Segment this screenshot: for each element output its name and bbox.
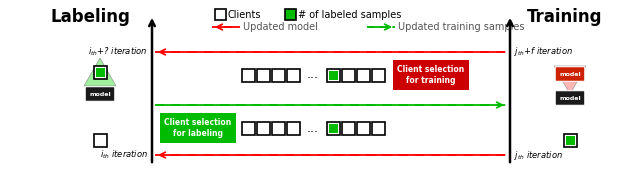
Polygon shape [554,66,586,94]
Bar [563,133,577,147]
Bar [342,121,355,135]
Bar [257,121,269,135]
Bar [328,124,337,133]
FancyBboxPatch shape [393,60,469,90]
Bar [241,121,255,135]
Text: Client selection
for training: Client selection for training [397,65,465,85]
Bar [271,68,285,81]
Text: Updated training samples: Updated training samples [398,22,525,32]
Text: # of labeled samples: # of labeled samples [298,10,401,20]
Bar [326,121,339,135]
Text: Labeling: Labeling [50,8,130,26]
Text: $i_{th}$+? iteration: $i_{th}$+? iteration [88,46,148,58]
Text: model: model [559,96,581,101]
Text: $i_{th}$ iteration: $i_{th}$ iteration [100,149,148,161]
FancyBboxPatch shape [85,87,115,101]
Bar [328,70,337,79]
Text: Updated model: Updated model [243,22,318,32]
Bar [356,121,369,135]
Bar [356,68,369,81]
Text: model: model [89,92,111,96]
Text: $j_{th}$+f iteration: $j_{th}$+f iteration [514,45,573,59]
Bar [566,136,575,144]
Bar [326,68,339,81]
Bar [257,68,269,81]
Text: model: model [559,72,581,76]
Bar [95,67,104,76]
Bar [93,65,106,79]
FancyBboxPatch shape [556,91,585,105]
Bar [371,121,385,135]
FancyBboxPatch shape [556,67,585,81]
Text: ...: ... [307,68,319,81]
Bar [285,9,296,20]
Text: $j_{th}$ iteration: $j_{th}$ iteration [514,149,563,161]
Bar [271,121,285,135]
Bar [287,121,300,135]
Text: ...: ... [307,121,319,135]
Text: Training: Training [527,8,603,26]
Bar [342,68,355,81]
Bar [215,9,226,20]
Polygon shape [84,58,116,86]
Bar [371,68,385,81]
Bar [93,133,106,147]
Text: Clients: Clients [228,10,262,20]
Bar [241,68,255,81]
Text: Client selection
for labeling: Client selection for labeling [164,118,232,138]
Bar [287,68,300,81]
FancyBboxPatch shape [160,113,236,143]
